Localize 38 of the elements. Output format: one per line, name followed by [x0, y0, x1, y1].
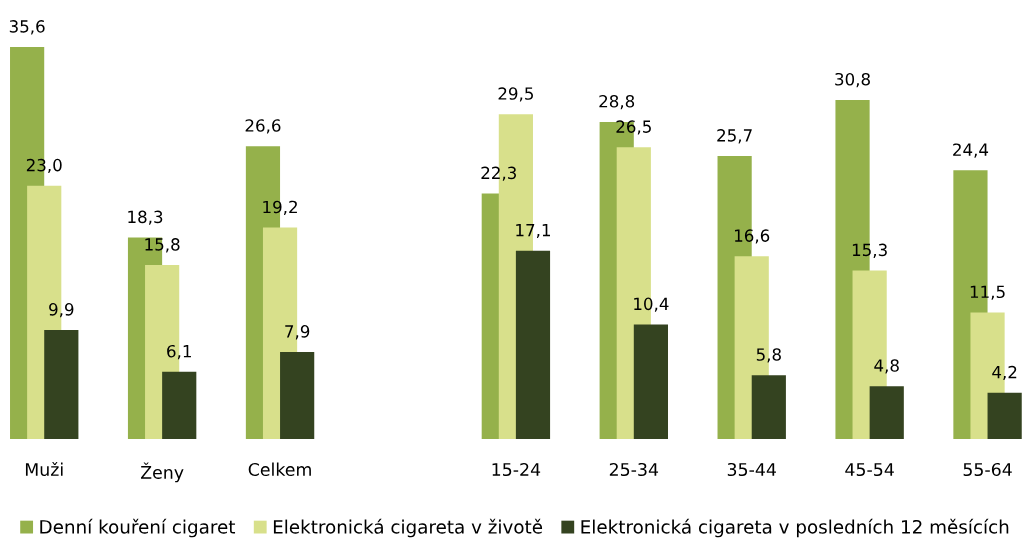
data-label: 5,8: [756, 348, 781, 363]
x-tick-label: 25-34: [609, 462, 659, 477]
x-tick-label: Celkem: [248, 462, 311, 477]
data-label: 7,9: [285, 325, 310, 340]
data-label: 4,8: [874, 359, 899, 374]
x-tick-label: Ženy: [140, 462, 184, 483]
bar: [280, 352, 315, 439]
legend-label: Elektronická cigareta v posledních 12 měsících: [581, 518, 1009, 538]
data-label: 6,1: [167, 344, 191, 360]
data-label: 24,4: [953, 143, 989, 158]
data-label: 26,6: [245, 119, 281, 134]
bar: [869, 386, 904, 439]
legend-label: Denní kouření cigaret: [40, 518, 236, 538]
data-label: 29,5: [498, 87, 533, 102]
x-tick-label: 15-24: [492, 462, 541, 477]
bar: [633, 324, 668, 439]
x-tick-label: 45-54: [845, 463, 894, 477]
data-label: 35,6: [9, 20, 45, 35]
data-label: 28,8: [599, 94, 635, 110]
x-tick-label: Muži: [25, 461, 63, 477]
bar: [515, 250, 551, 439]
data-label: 19,2: [263, 200, 297, 215]
bar: [162, 371, 197, 439]
bar: [44, 330, 79, 439]
data-label: 10,4: [634, 297, 669, 312]
data-label: 22,3: [481, 166, 517, 181]
legend-label: Elektronická cigareta v životě: [273, 518, 543, 538]
data-label: 18,3: [128, 210, 163, 225]
data-label: 30,8: [835, 72, 870, 88]
data-label: 25,7: [717, 129, 752, 144]
data-label: 4,2: [992, 365, 1017, 381]
data-label: 15,3: [852, 243, 887, 258]
bar: [987, 392, 1022, 439]
data-label: 17,1: [516, 224, 550, 239]
data-label: 9,9: [49, 303, 74, 318]
x-tick-label: 35-44: [727, 462, 776, 477]
bar: [751, 375, 786, 439]
x-tick-label: 55-64: [963, 462, 1012, 477]
